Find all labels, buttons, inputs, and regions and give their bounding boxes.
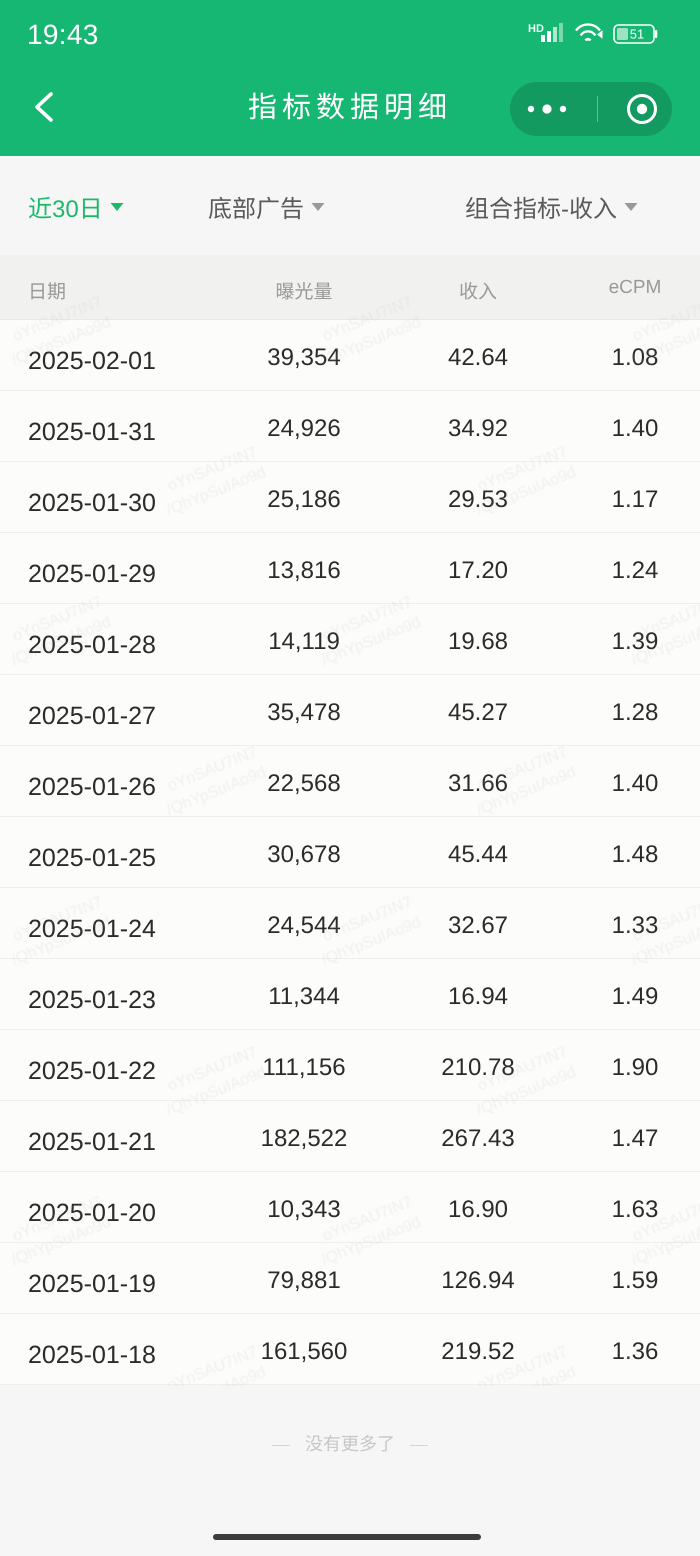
svg-text:HD: HD [528, 23, 544, 35]
svg-text:51: 51 [630, 27, 644, 42]
